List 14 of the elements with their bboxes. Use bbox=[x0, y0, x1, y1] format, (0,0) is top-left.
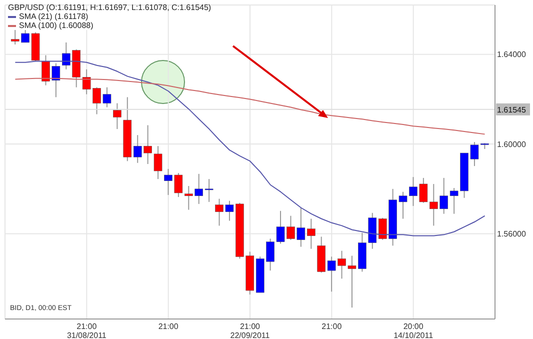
y-tick-label: 1.56000 bbox=[497, 230, 526, 239]
x-tick-label: 21:00 22/09/2011 bbox=[230, 322, 270, 339]
ref-line-label: 1.61545 bbox=[497, 105, 526, 114]
y-tick-label: 1.64000 bbox=[497, 50, 526, 60]
x-tick-label: 20:00 14/10/2011 bbox=[394, 322, 434, 339]
y-tick-label: 1.60000 bbox=[497, 140, 526, 149]
legend-label: SMA (100) (1.60088) bbox=[18, 21, 94, 30]
x-tick-label: 21:00 bbox=[322, 322, 342, 331]
candlestick bbox=[154, 146, 162, 180]
chart-title: GBP/USD (O:1.61191, H:1.61697, L:1.61078, C:1.61545) bbox=[8, 3, 212, 12]
x-tick-label: 21:00 31/08/2011 bbox=[66, 322, 107, 339]
legend-label: SMA (21) (1.61178) bbox=[18, 12, 90, 21]
x-tick-label: 21:00 bbox=[158, 322, 179, 331]
candlestick bbox=[113, 102, 122, 130]
